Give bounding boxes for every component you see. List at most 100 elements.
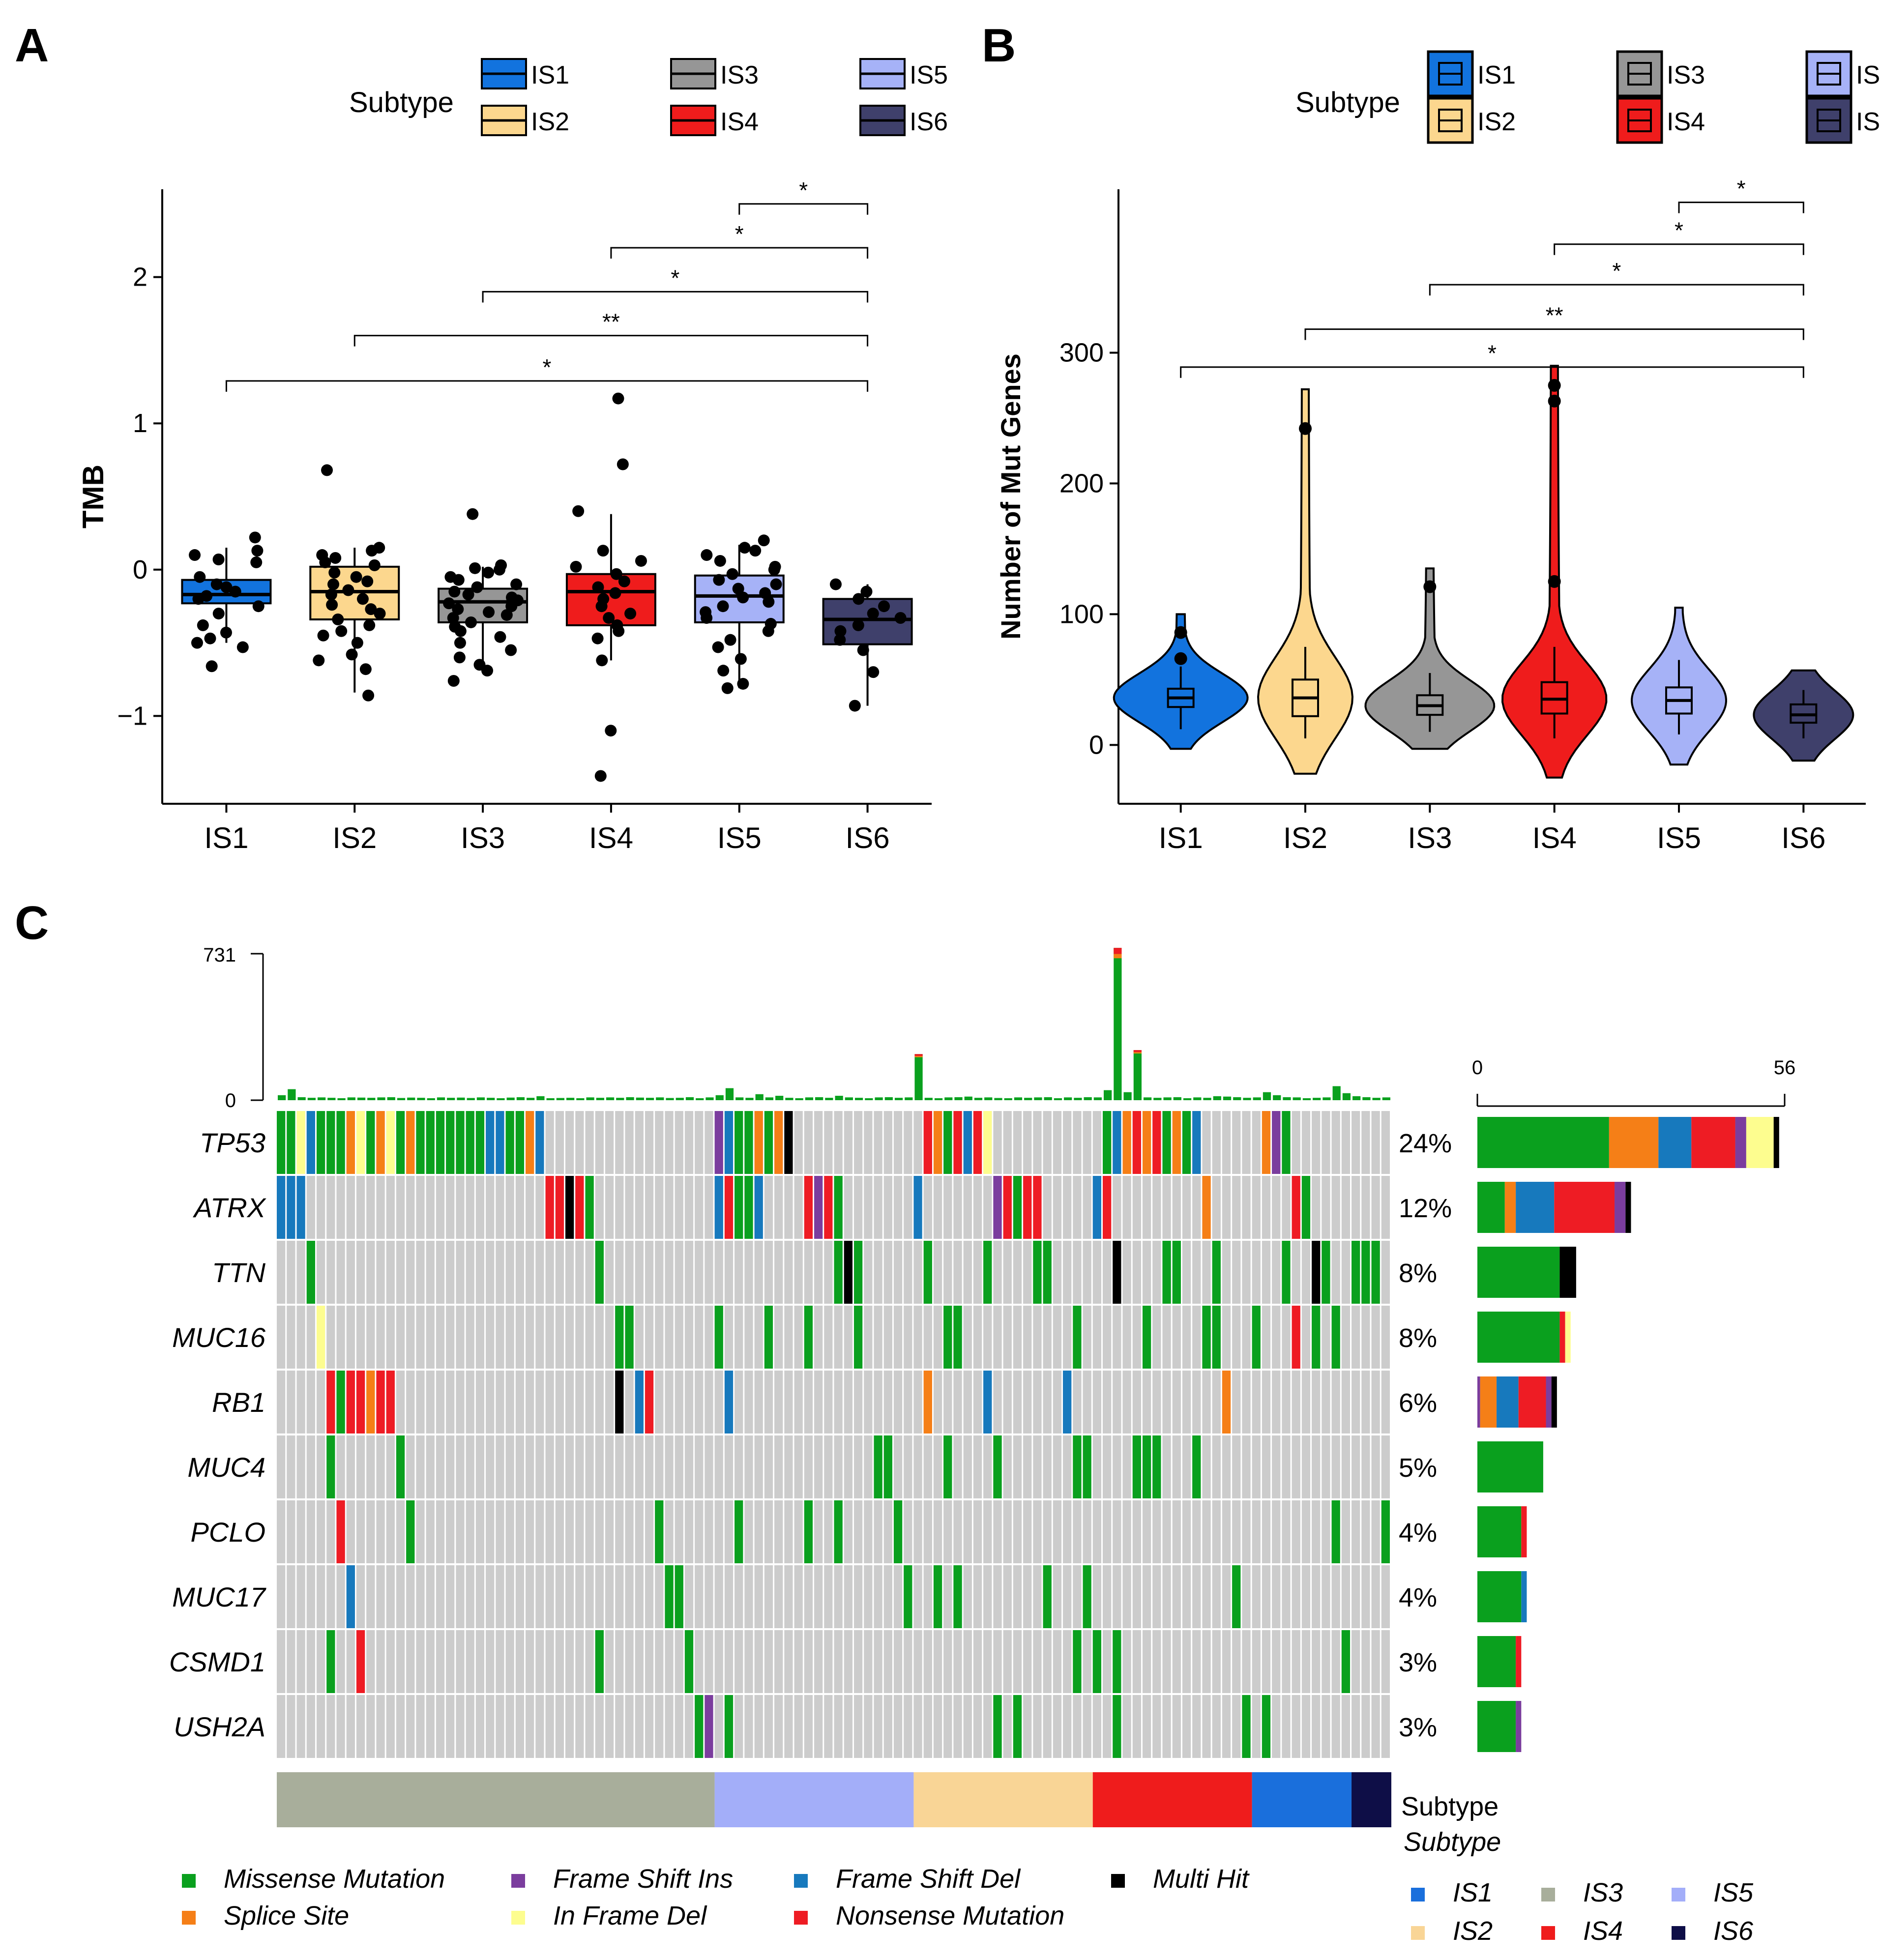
empty-cell [824, 1695, 833, 1758]
outlier-point [1174, 626, 1187, 639]
empty-cell [973, 1630, 982, 1693]
empty-cell [1033, 1435, 1042, 1498]
mutation-cell [1073, 1435, 1082, 1498]
empty-cell [1272, 1241, 1281, 1304]
empty-cell [794, 1241, 803, 1304]
empty-cell [675, 1695, 683, 1758]
mutation-cell [904, 1565, 912, 1628]
tmb-bar [1054, 1098, 1062, 1100]
mutation-legend-multi: Multi Hit [1111, 1864, 1250, 1894]
legend-swatch [1541, 1888, 1555, 1901]
empty-cell [1252, 1176, 1261, 1239]
empty-cell [1262, 1500, 1271, 1563]
empty-cell [705, 1176, 713, 1239]
empty-cell [953, 1500, 962, 1563]
x-tick-label: IS1 [204, 821, 248, 854]
empty-cell [1381, 1630, 1390, 1693]
tmb-bar-nonsense [914, 1054, 923, 1056]
empty-cell [1252, 1500, 1261, 1563]
mutation-legend-splice: Splice Site [182, 1901, 349, 1931]
data-point [494, 631, 506, 643]
data-point [610, 568, 622, 580]
empty-cell [555, 1695, 564, 1758]
mutation-cell [1142, 1111, 1151, 1174]
tmb-bar-missense [626, 1097, 634, 1100]
tmb-bar-missense [437, 1097, 445, 1100]
gene-label-csmd1: CSMD1 [169, 1646, 265, 1677]
empty-cell [336, 1306, 345, 1369]
empty-cell [963, 1565, 972, 1628]
gene-label-muc16: MUC16 [172, 1322, 266, 1353]
empty-cell [705, 1565, 713, 1628]
empty-cell [1192, 1565, 1201, 1628]
legend-label: Nonsense Mutation [836, 1901, 1064, 1931]
empty-cell [844, 1306, 852, 1369]
significance-label: ** [602, 309, 620, 335]
empty-cell [824, 1111, 833, 1174]
empty-cell [1322, 1176, 1330, 1239]
tmb-bar-missense [1273, 1095, 1281, 1100]
mutation-cell [1202, 1306, 1211, 1369]
empty-cell [724, 1500, 734, 1563]
subtype-track-is4 [1092, 1772, 1252, 1827]
empty-cell [515, 1176, 525, 1239]
mutation-cell [1282, 1241, 1291, 1304]
empty-cell [416, 1630, 425, 1693]
mutation-cell [764, 1111, 773, 1174]
tmb-bar [367, 1098, 376, 1100]
mutation-cell [1142, 1306, 1151, 1369]
empty-cell [1272, 1695, 1281, 1758]
mutation-cell [336, 1111, 345, 1174]
tmb-bar [994, 1098, 1002, 1100]
tmb-bar [1213, 1096, 1221, 1100]
panel-label-c: C [15, 897, 49, 949]
significance-bracket: * [1429, 258, 1804, 296]
empty-cell [496, 1241, 504, 1304]
mutation-cell [1202, 1176, 1211, 1239]
empty-cell [1232, 1371, 1241, 1433]
tmb-bar-missense [566, 1098, 575, 1100]
mutation-cell [953, 1565, 962, 1628]
empty-cell [913, 1565, 922, 1628]
mutation-cell [376, 1371, 385, 1433]
tmb-bar-missense [974, 1098, 983, 1100]
gene-percent-tp53: 24% [1399, 1129, 1452, 1158]
mutation-cell [1272, 1111, 1281, 1174]
data-point [252, 600, 265, 613]
data-point [329, 552, 342, 564]
tmb-bar [1362, 1097, 1371, 1100]
empty-cell [1361, 1371, 1370, 1433]
empty-cell [834, 1630, 843, 1693]
empty-cell [655, 1111, 664, 1174]
empty-cell [1182, 1241, 1191, 1304]
gene-row-csmd1 [277, 1630, 1390, 1693]
empty-cell [1242, 1371, 1251, 1433]
empty-cell [904, 1176, 912, 1239]
empty-cell [1262, 1435, 1271, 1498]
data-point [570, 560, 582, 573]
data-point [481, 665, 494, 677]
tmb-bar-missense [1143, 1097, 1152, 1100]
mutation-cell [754, 1111, 763, 1174]
empty-cell [446, 1435, 455, 1498]
empty-cell [904, 1695, 912, 1758]
tmb-bar-missense [527, 1098, 535, 1100]
empty-cell [346, 1695, 355, 1758]
empty-cell [496, 1565, 504, 1628]
empty-cell [963, 1371, 972, 1433]
data-point [717, 665, 730, 677]
empty-cell [1352, 1176, 1360, 1239]
tmb-bar [666, 1098, 674, 1100]
mutation-cell [714, 1176, 723, 1239]
empty-cell [794, 1306, 803, 1369]
data-point [362, 689, 375, 702]
legend-swatch [511, 1911, 525, 1925]
gene-count-bar-csmd1 [1477, 1636, 1522, 1687]
empty-cell [545, 1306, 554, 1369]
empty-cell [883, 1306, 892, 1369]
tmb-bar-missense [1352, 1096, 1361, 1100]
data-point [332, 614, 344, 625]
empty-cell [1172, 1695, 1181, 1758]
empty-cell [366, 1630, 375, 1693]
